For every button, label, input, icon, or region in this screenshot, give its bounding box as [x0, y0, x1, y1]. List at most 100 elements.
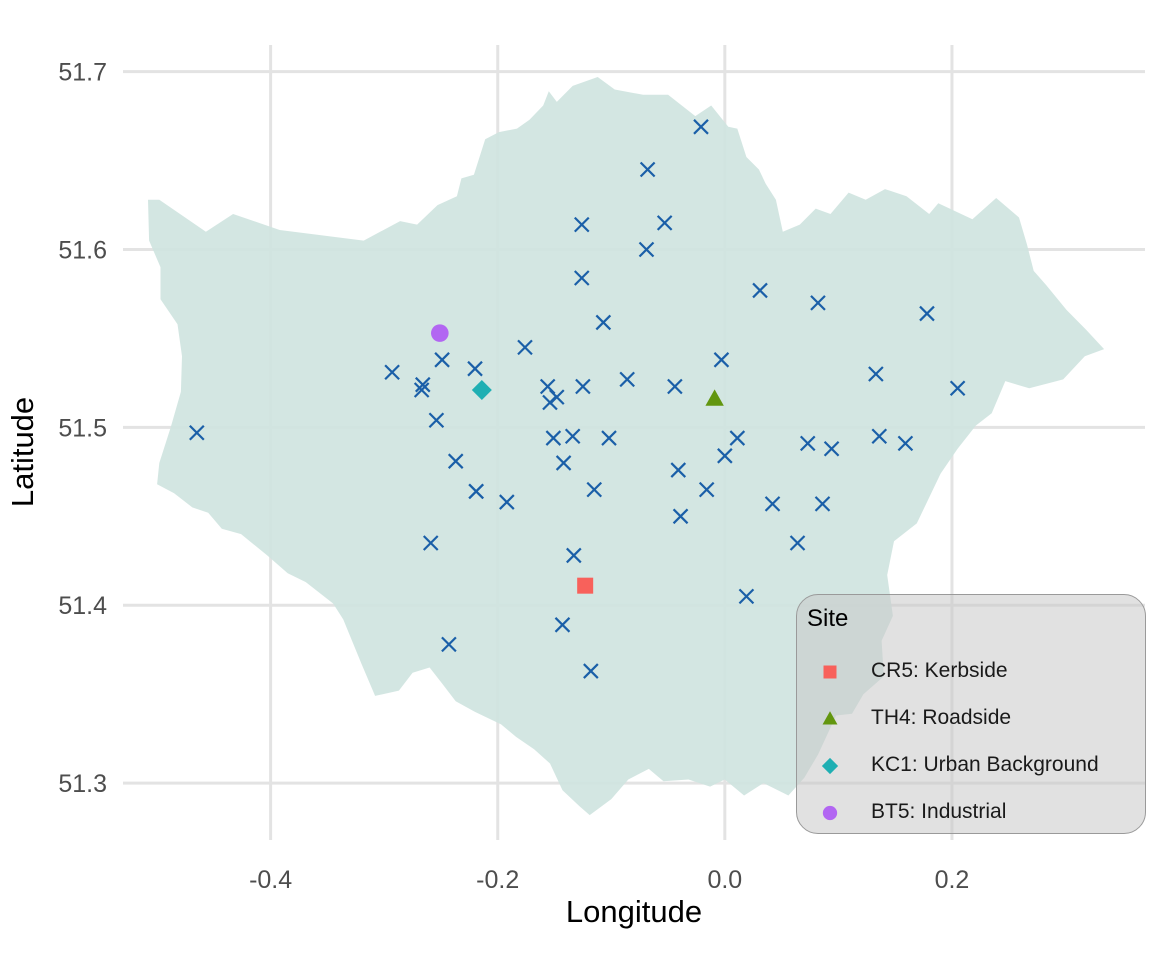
y-tick-label: 51.3 — [58, 770, 107, 798]
monitoring-site-marker — [573, 270, 590, 286]
monitoring-site-marker-stroke-b — [672, 508, 689, 525]
monitoring-site-marker — [595, 314, 612, 331]
featured-site-marker — [577, 577, 594, 594]
monitoring-site-marker — [717, 448, 733, 464]
monitoring-site-marker-stroke-b — [573, 270, 590, 286]
monitoring-site-marker — [789, 535, 806, 551]
monitoring-site-marker-stroke-b — [717, 448, 733, 464]
legend-item: TH4: Roadside — [817, 704, 1147, 734]
legend-key-circle-icon — [822, 805, 838, 821]
monitoring-site-marker-stroke-b — [897, 435, 914, 452]
monitoring-site-marker — [656, 215, 673, 231]
y-tick-label: 51.5 — [58, 414, 107, 442]
monitoring-site-marker — [601, 430, 617, 446]
legend-marker — [822, 711, 838, 725]
featured-site-marker — [705, 389, 724, 406]
x-tick-label: 0.0 — [707, 866, 742, 894]
monitoring-site-marker-stroke-b — [413, 382, 430, 398]
x-axis-title: Longitude — [566, 894, 702, 929]
monitoring-site-marker — [413, 382, 430, 398]
monitoring-site-marker — [672, 508, 689, 525]
monitoring-site-marker — [693, 119, 709, 135]
monitoring-site-marker-stroke-b — [595, 314, 612, 331]
legend-item: BT5: Industrial — [817, 798, 1147, 828]
monitoring-site-marker — [764, 496, 781, 512]
y-tick-label: 51.4 — [58, 592, 107, 620]
y-tick-label: 51.6 — [58, 237, 107, 265]
legend-label: TH4: Roadside — [871, 706, 1012, 729]
legend-marker — [822, 805, 838, 821]
monitoring-site-marker-stroke-b — [539, 378, 556, 395]
monitoring-site-marker-stroke-b — [428, 412, 445, 429]
monitoring-site-marker-stroke-b — [949, 380, 966, 397]
monitoring-site-marker-stroke-b — [189, 424, 205, 441]
x-tick-label: 0.2 — [935, 866, 970, 894]
legend-item: KC1: Urban Background — [817, 751, 1147, 781]
monitoring-site-marker — [422, 535, 439, 551]
monitoring-site-marker-stroke-b — [545, 430, 562, 446]
monitoring-site-marker — [554, 617, 571, 633]
monitoring-site-marker — [441, 636, 457, 653]
monitoring-site-marker — [415, 376, 431, 393]
monitoring-site-marker — [566, 547, 582, 564]
legend-item: CR5: Kerbside — [817, 657, 1147, 687]
monitoring-site-marker-stroke-b — [868, 366, 884, 382]
monitoring-site-marker-stroke-b — [799, 435, 816, 452]
monitoring-site-marker-stroke-b — [384, 364, 400, 381]
monitoring-site-marker-stroke-b — [586, 481, 603, 498]
monitoring-site-marker-stroke-b — [575, 378, 591, 395]
monitoring-site-marker-stroke-b — [549, 389, 565, 405]
legend-label: BT5: Industrial — [871, 800, 1007, 823]
monitoring-site-marker — [549, 389, 565, 405]
monitoring-site-marker — [539, 378, 556, 395]
monitoring-site-marker-stroke-b — [583, 663, 599, 679]
legend-title: Site — [807, 605, 849, 632]
monitoring-site-marker-stroke-b — [499, 494, 515, 510]
monitoring-site-marker — [698, 481, 715, 498]
site-markers — [189, 119, 966, 679]
monitoring-site-marker — [823, 440, 840, 457]
legend-key-triangle-icon — [822, 711, 838, 725]
monitoring-site-marker-stroke-b — [764, 496, 781, 512]
monitoring-site-marker-stroke-b — [919, 305, 935, 322]
monitoring-site-marker — [573, 216, 590, 233]
monitoring-site-marker-stroke-b — [752, 282, 768, 299]
monitoring-site-marker-stroke-b — [810, 295, 826, 311]
monitoring-site-marker-stroke-b — [639, 161, 656, 178]
monitoring-site-marker — [517, 339, 533, 356]
monitoring-site-marker-stroke-b — [415, 376, 431, 393]
monitoring-site-marker-stroke-b — [441, 636, 457, 653]
legend-key-square-icon — [823, 665, 837, 679]
monitoring-site-marker — [729, 430, 746, 446]
monitoring-site-marker — [810, 295, 826, 311]
monitoring-site-marker-stroke-b — [555, 455, 572, 471]
monitoring-site-marker — [575, 378, 591, 395]
monitoring-site-marker — [384, 364, 400, 381]
monitoring-site-marker-stroke-b — [554, 617, 571, 633]
monitoring-site-marker-stroke-b — [601, 430, 617, 446]
featured-site-marker — [471, 380, 492, 401]
monitoring-site-marker-stroke-b — [871, 428, 888, 445]
legend-label: KC1: Urban Background — [871, 753, 1099, 776]
monitoring-site-marker-stroke-b — [467, 360, 483, 377]
monitoring-site-marker — [919, 305, 935, 322]
legend-marker — [821, 757, 839, 775]
legend-key-diamond-icon — [821, 757, 839, 775]
monitoring-site-marker — [499, 494, 515, 510]
monitoring-site-marker — [467, 360, 483, 377]
monitoring-site-marker — [752, 282, 768, 299]
monitoring-site-marker — [670, 462, 687, 478]
monitoring-site-marker-stroke-b — [566, 547, 582, 564]
monitoring-site-marker — [871, 428, 888, 445]
monitoring-site-marker-stroke-b — [693, 119, 709, 135]
monitoring-site-marker-stroke-b — [670, 462, 687, 478]
monitoring-site-marker — [738, 588, 755, 605]
monitoring-site-marker-stroke-b — [698, 481, 715, 498]
monitoring-site-marker-stroke-b — [517, 339, 533, 356]
monitoring-site-marker-stroke-b — [619, 371, 635, 388]
monitoring-site-marker — [897, 435, 914, 452]
monitoring-site-marker — [468, 483, 484, 500]
monitoring-site-marker — [638, 241, 655, 258]
featured-site-marker — [431, 324, 449, 342]
monitoring-site-marker-stroke-b — [434, 352, 450, 368]
